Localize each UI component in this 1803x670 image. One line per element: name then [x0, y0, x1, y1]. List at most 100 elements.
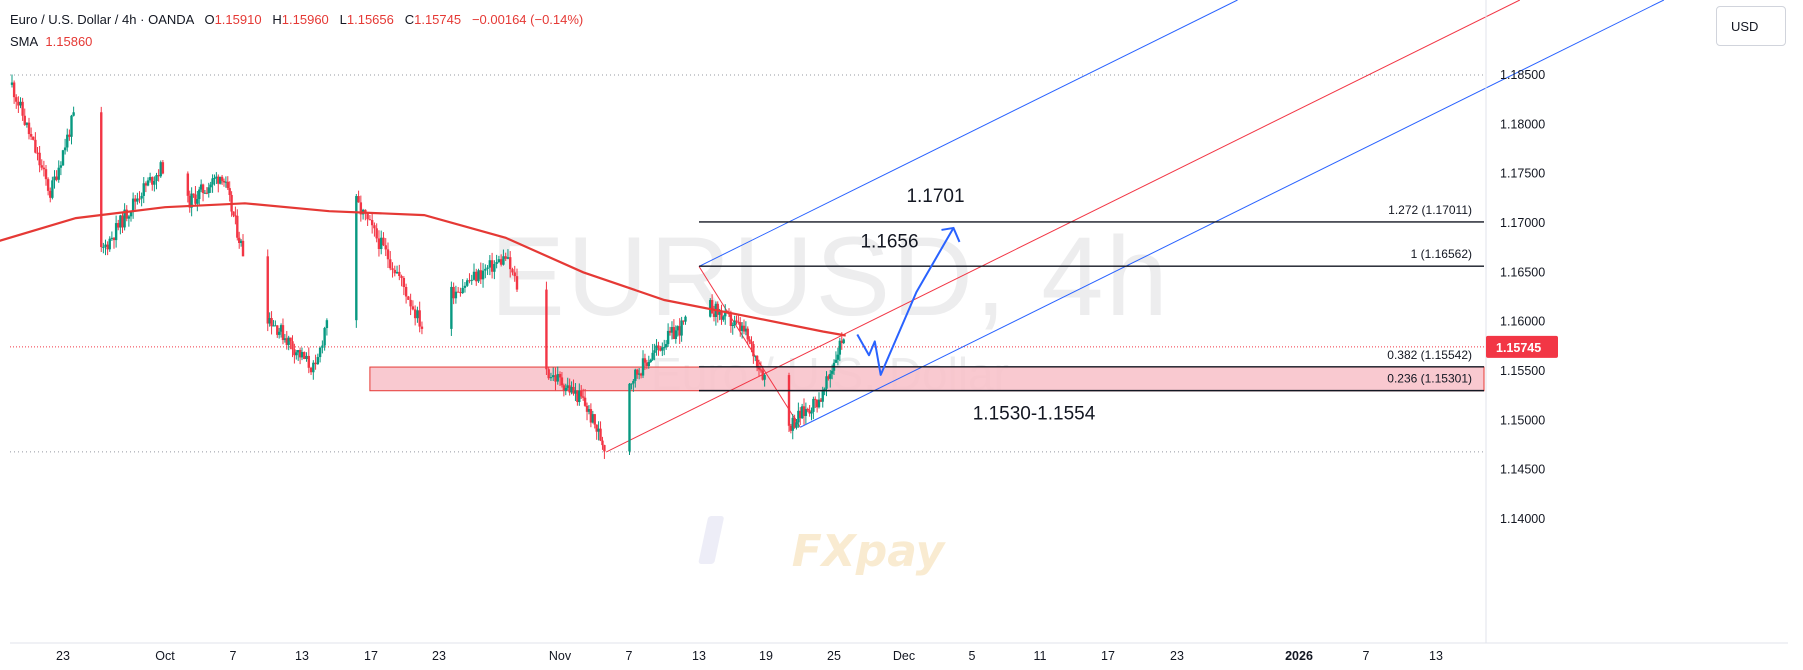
last-price-tag — [1486, 335, 1558, 358]
candle-body — [649, 359, 652, 363]
candle-body — [61, 150, 65, 166]
candle-body — [463, 285, 467, 288]
candle-body — [318, 347, 322, 358]
sma-label: SMA — [10, 34, 39, 49]
candle-body — [357, 196, 360, 203]
candle-body — [366, 213, 369, 220]
candle-body — [630, 383, 633, 385]
projection-arrowhead — [941, 226, 961, 243]
candle-body — [821, 391, 824, 402]
candle-body — [239, 240, 243, 244]
candle-body — [207, 187, 210, 194]
candle-body — [17, 101, 20, 106]
candle-body — [382, 237, 385, 246]
support-zone-annotation: 1.1530-1.1554 — [973, 404, 1096, 425]
candle-body — [495, 262, 498, 265]
candle-body — [710, 300, 714, 314]
sma-line — [0, 202, 846, 337]
candle-body — [404, 286, 408, 297]
candle-body — [136, 198, 139, 202]
candle-body — [190, 193, 193, 208]
candle-body — [285, 338, 288, 345]
candle-body — [761, 370, 764, 380]
time-tick-label: 23 — [1170, 649, 1184, 663]
candle-body — [643, 358, 647, 363]
candle-body — [668, 330, 672, 333]
candle-body — [131, 198, 135, 212]
candle-body — [40, 165, 43, 168]
candle-body — [125, 209, 128, 219]
currency-button[interactable]: USD — [1716, 6, 1786, 46]
candle-body — [391, 268, 394, 270]
candle-body — [129, 211, 133, 217]
candle-body — [676, 326, 679, 331]
candle-body — [234, 215, 237, 217]
time-tick-label: 7 — [230, 649, 237, 663]
candle-body — [321, 345, 324, 348]
candle-body — [568, 385, 571, 393]
price-tick-label: 1.17000 — [1500, 216, 1545, 230]
candle-body — [477, 270, 480, 282]
candle-body — [578, 390, 581, 403]
candle-body — [55, 176, 58, 180]
change-value: −0.00164 (−0.14%) — [471, 12, 584, 27]
candle-body — [806, 408, 809, 411]
candle-body — [733, 320, 736, 325]
candle-body — [384, 245, 387, 250]
time-tick-label: 7 — [1363, 649, 1370, 663]
price-tick-label: 1.16000 — [1500, 315, 1545, 329]
candle-body — [799, 410, 802, 419]
time-tick-label: 7 — [626, 649, 633, 663]
candle-body — [475, 271, 478, 282]
candle-body — [670, 327, 674, 333]
candle-body — [63, 147, 67, 151]
candle-body — [572, 386, 575, 394]
candle-body — [409, 299, 412, 307]
candle-body — [276, 325, 279, 335]
candle-body — [188, 195, 191, 208]
candle-body — [420, 326, 424, 329]
price-tick-label: 1.14500 — [1500, 463, 1545, 477]
candle-body — [812, 398, 815, 412]
candle-body — [42, 167, 46, 170]
candle-body — [735, 320, 738, 322]
candle-body — [316, 357, 320, 365]
candle-body — [272, 325, 275, 327]
candle-body — [57, 167, 60, 180]
candle-body — [12, 82, 16, 98]
candle-body — [68, 134, 71, 137]
candle-body — [659, 347, 662, 351]
candle-body — [454, 291, 458, 299]
candle-body — [817, 399, 821, 408]
candle-body — [389, 259, 392, 269]
symbol-name[interactable]: Euro / U.S. Dollar — [10, 12, 112, 27]
candle-body — [678, 326, 681, 336]
candle-body — [639, 373, 643, 376]
candle-body — [373, 225, 376, 229]
candle-body — [289, 337, 292, 342]
candle-body — [157, 175, 160, 177]
candle-body — [834, 359, 838, 363]
candle-body — [277, 331, 281, 335]
candle-body — [266, 256, 269, 324]
candle-body — [564, 387, 567, 391]
candle-body — [450, 286, 453, 329]
candle-body — [470, 279, 473, 281]
candle-body — [59, 165, 63, 168]
candle-body — [515, 276, 519, 290]
candle-body — [238, 237, 241, 244]
candle-body — [744, 328, 748, 332]
candle-body — [795, 422, 798, 428]
candle-body — [295, 352, 298, 356]
candle-body — [645, 362, 649, 367]
candle-body — [718, 311, 721, 315]
candle-body — [479, 270, 482, 280]
candle-body — [27, 122, 31, 135]
interval[interactable]: 4h — [122, 12, 137, 27]
candle-body — [554, 375, 557, 382]
candle-body — [287, 337, 290, 345]
candle-body — [653, 350, 656, 353]
candle-body — [411, 306, 415, 310]
sma-legend[interactable]: SMA 1.15860 — [10, 34, 92, 49]
